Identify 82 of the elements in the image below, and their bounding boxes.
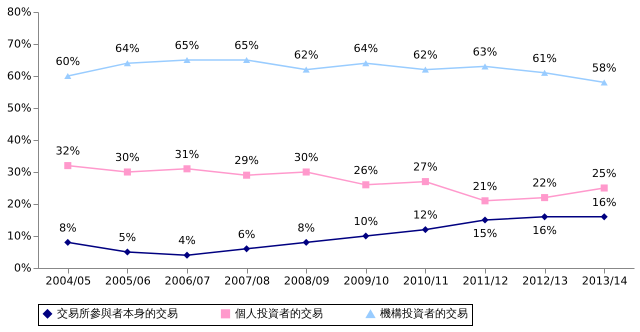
data-label: 32% <box>56 144 80 158</box>
data-label: 62% <box>294 48 318 62</box>
point <box>124 168 131 176</box>
point <box>541 194 548 202</box>
point <box>600 79 608 86</box>
point <box>243 56 250 64</box>
y-tick-label: 50% <box>7 102 32 114</box>
point <box>541 213 548 220</box>
data-label: 62% <box>413 48 438 62</box>
point <box>600 184 608 192</box>
data-label: 65% <box>234 39 259 52</box>
data-label: 60% <box>56 55 80 68</box>
x-tick-label: 2007/08 <box>224 274 270 288</box>
point <box>422 178 429 186</box>
data-label: 27% <box>413 160 438 174</box>
data-label: 8% <box>59 221 77 234</box>
data-label: 31% <box>174 148 200 161</box>
data-label: 61% <box>532 52 557 65</box>
data-label: 10% <box>354 215 378 228</box>
point <box>183 252 191 259</box>
x-tick-label: 2009/10 <box>343 274 390 288</box>
point <box>362 232 370 240</box>
point <box>362 181 370 188</box>
x-tick-label: 2005/06 <box>105 274 151 288</box>
data-label: 26% <box>354 164 378 177</box>
data-label: 22% <box>532 176 557 190</box>
point <box>302 66 310 73</box>
y-tick-label: 60% <box>7 70 32 82</box>
y-tick-label: 70% <box>7 38 32 50</box>
data-label: 6% <box>238 228 256 241</box>
data-label: 5% <box>118 231 136 244</box>
data-label: 58% <box>592 61 616 74</box>
data-label: 12% <box>413 208 438 222</box>
data-label: 65% <box>174 39 200 52</box>
point <box>124 248 131 256</box>
y-tick-label: 80% <box>7 6 32 18</box>
point <box>302 238 310 246</box>
data-label: 64% <box>354 42 378 56</box>
point <box>422 66 429 73</box>
data-label: 15% <box>472 227 498 240</box>
point <box>481 216 489 224</box>
point <box>481 63 489 70</box>
x-tick-label: 2012/13 <box>522 274 568 288</box>
point <box>243 172 250 179</box>
x-tick-label: 2013/14 <box>582 274 628 288</box>
x-tick-label: 2011/12 <box>462 274 508 288</box>
point <box>243 245 250 252</box>
data-label: 16% <box>532 224 557 237</box>
data-label: 25% <box>592 167 616 180</box>
legend-label: 機構投資者的交易 <box>380 307 468 320</box>
point <box>183 165 191 172</box>
point <box>422 226 429 234</box>
x-tick-label: 2004/05 <box>45 274 92 288</box>
point <box>302 168 310 176</box>
data-label: 64% <box>115 42 140 56</box>
data-label: 29% <box>234 154 259 168</box>
point <box>124 60 131 66</box>
y-tick-label: 30% <box>7 166 32 178</box>
point <box>362 60 370 66</box>
y-tick-label: 20% <box>7 198 32 210</box>
y-tick-label: 40% <box>7 134 32 146</box>
legend-label: 交易所參與者本身的交易 <box>57 306 178 320</box>
legend-label: 個人投資者的交易 <box>235 306 323 320</box>
point <box>64 72 72 80</box>
data-label: 30% <box>115 151 140 164</box>
point <box>541 70 548 76</box>
data-label: 8% <box>297 221 315 234</box>
data-label: 21% <box>472 180 498 193</box>
data-label: 63% <box>472 45 498 58</box>
point <box>481 197 489 204</box>
x-tick-label: 2010/11 <box>403 274 449 288</box>
point <box>183 56 191 64</box>
data-label: 4% <box>178 234 196 248</box>
point <box>64 238 72 246</box>
x-tick-label: 2006/07 <box>164 274 210 288</box>
x-tick-label: 2008/09 <box>284 274 330 288</box>
point <box>600 213 608 220</box>
data-label: 30% <box>294 151 318 164</box>
y-tick-label: 0% <box>14 262 32 274</box>
point <box>64 162 72 170</box>
data-label: 16% <box>592 196 616 209</box>
y-tick-label: 10% <box>7 230 32 242</box>
